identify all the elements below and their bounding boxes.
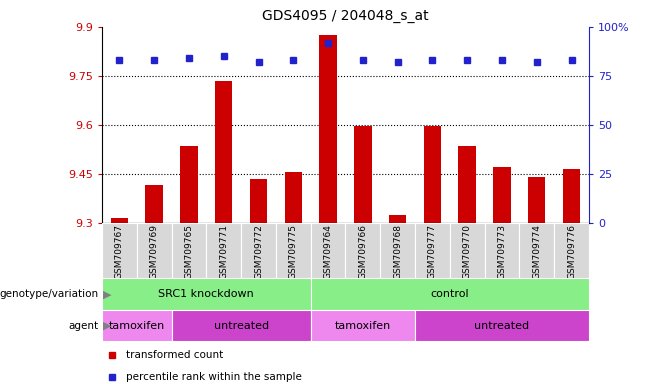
Text: ▶: ▶ [103,321,112,331]
Bar [415,223,450,278]
Bar [554,223,589,278]
Bar [389,215,406,223]
Bar [311,310,415,341]
Bar [345,223,380,278]
Bar [250,179,267,223]
Bar [102,278,311,310]
Bar [319,35,337,223]
Bar [172,223,207,278]
Text: GSM709767: GSM709767 [115,224,124,280]
Bar [311,223,345,278]
Bar [207,223,241,278]
Bar [519,223,554,278]
Bar [145,185,163,223]
Text: GSM709776: GSM709776 [567,224,576,280]
Bar [354,126,372,223]
Bar [276,223,311,278]
Text: tamoxifen: tamoxifen [335,321,391,331]
Text: GSM709772: GSM709772 [254,224,263,279]
Text: GSM709765: GSM709765 [184,224,193,280]
Text: GSM709773: GSM709773 [497,224,507,280]
Bar [102,223,137,278]
Text: SRC1 knockdown: SRC1 knockdown [159,289,254,299]
Text: untreated: untreated [474,321,530,331]
Bar [528,177,545,223]
Bar [284,172,302,223]
Text: GSM709768: GSM709768 [393,224,402,280]
Text: GSM709766: GSM709766 [359,224,367,280]
Bar [415,310,589,341]
Text: GSM709775: GSM709775 [289,224,298,280]
Bar [311,278,589,310]
Text: GSM709770: GSM709770 [463,224,472,280]
Text: agent: agent [68,321,99,331]
Text: untreated: untreated [214,321,268,331]
Text: GSM709764: GSM709764 [324,224,332,279]
Text: tamoxifen: tamoxifen [109,321,165,331]
Text: GSM709774: GSM709774 [532,224,542,279]
Text: ▶: ▶ [103,289,112,299]
Bar [241,223,276,278]
Text: GSM709777: GSM709777 [428,224,437,280]
Text: GSM709771: GSM709771 [219,224,228,280]
Bar [563,169,580,223]
Bar [111,218,128,223]
Text: percentile rank within the sample: percentile rank within the sample [126,372,302,382]
Text: genotype/variation: genotype/variation [0,289,99,299]
Bar [137,223,172,278]
Bar [424,126,441,223]
Bar [215,81,232,223]
Bar [172,310,311,341]
Text: transformed count: transformed count [126,350,224,360]
Text: GSM709769: GSM709769 [149,224,159,280]
Bar [459,146,476,223]
Text: control: control [430,289,469,299]
Bar [180,146,197,223]
Title: GDS4095 / 204048_s_at: GDS4095 / 204048_s_at [262,9,429,23]
Bar [380,223,415,278]
Bar [450,223,484,278]
Bar [494,167,511,223]
Bar [484,223,519,278]
Bar [102,310,172,341]
